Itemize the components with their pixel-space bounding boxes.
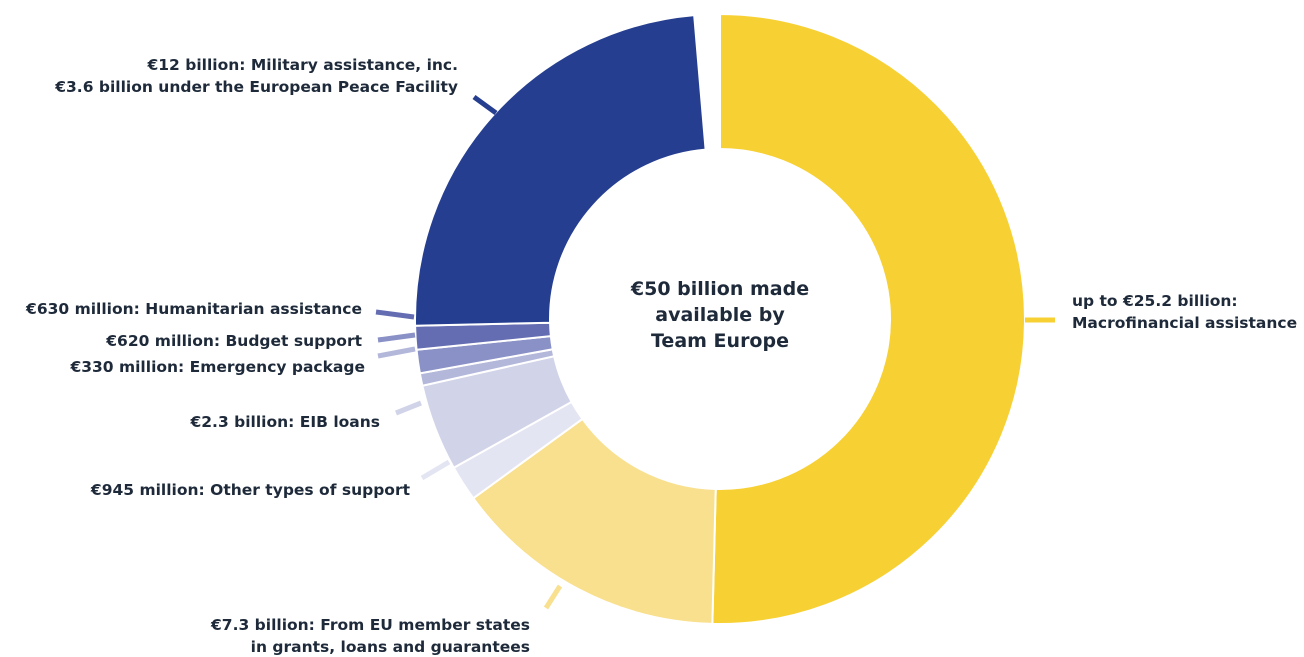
slice-label-6: €630 million: Humanitarian assistance [25, 300, 362, 318]
leader-line-3 [395, 400, 422, 416]
slice-label-1: €7.3 billion: From EU member states in gr… [210, 616, 530, 656]
slice-label-1-line-0: €7.3 billion: From EU member states [210, 616, 530, 634]
center-label-line-0: €50 billion made [630, 278, 809, 300]
slice-label-0-line-0: up to €25.2 billion: [1072, 292, 1238, 310]
donut-slice-0 [711, 12, 1026, 625]
center-label-line-2: Team Europe [651, 330, 789, 352]
leader-line-2 [420, 459, 451, 481]
slice-label-7: €12 billion: Military assistance, inc. €3… [54, 56, 458, 96]
leader-line-4 [377, 346, 416, 359]
slice-label-0-line-1: Macrofinancial assistance [1072, 314, 1297, 332]
leader-line-7 [472, 94, 498, 116]
slice-label-5-line-0: €620 million: Budget support [105, 332, 362, 350]
slice-label-6-line-0: €630 million: Humanitarian assistance [25, 300, 362, 318]
slice-label-7-line-0: €12 billion: Military assistance, inc. [146, 56, 458, 74]
donut-slice-7 [414, 14, 707, 327]
slice-label-2-line-0: €945 million: Other types of support [90, 481, 411, 499]
leader-line-5 [377, 332, 416, 343]
slice-label-0: up to €25.2 billion: Macrofinancial assis… [1072, 292, 1297, 332]
slice-label-1-line-1: in grants, loans and guarantees [251, 638, 530, 656]
slice-label-2: €945 million: Other types of support [90, 481, 411, 499]
leader-line-1 [543, 584, 563, 610]
slice-label-4-line-0: €330 million: Emergency package [69, 358, 365, 376]
slice-label-4: €330 million: Emergency package [69, 358, 365, 376]
leader-line-6 [375, 309, 415, 320]
donut-slice-1 [471, 417, 717, 625]
slice-label-3: €2.3 billion: EIB loans [189, 413, 380, 431]
center-label-line-1: available by [655, 304, 785, 326]
slice-label-7-line-1: €3.6 billion under the European Peace Fa… [54, 78, 458, 96]
slice-label-3-line-0: €2.3 billion: EIB loans [189, 413, 380, 431]
center-label: €50 billion made available by Team Europe [630, 278, 809, 352]
slice-label-5: €620 million: Budget support [105, 332, 362, 350]
